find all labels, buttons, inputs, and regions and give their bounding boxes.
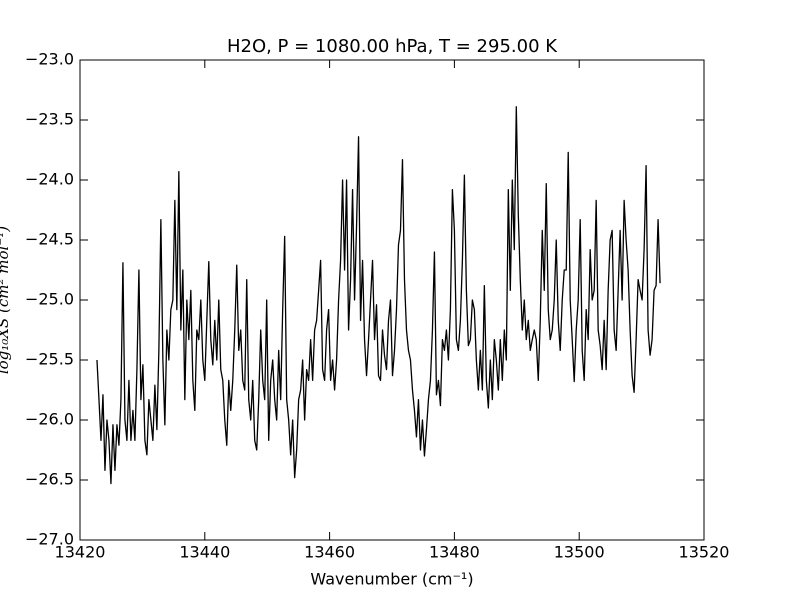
x-tick-label: 13500: [554, 543, 605, 562]
data-line: [96, 106, 661, 485]
y-tick-label: −23.0: [25, 50, 74, 69]
x-tick-label: 13520: [679, 543, 730, 562]
x-tick-label: 13460: [304, 543, 355, 562]
y-axis-label: log₁₀XS (cm² mol⁻¹): [0, 226, 12, 374]
x-tick-label: 13440: [179, 543, 230, 562]
y-tick-label: −25.0: [25, 290, 74, 309]
y-tick-label: −24.0: [25, 170, 74, 189]
y-tick-label: −27.0: [25, 530, 74, 549]
y-tick-label: −26.5: [25, 470, 74, 489]
y-tick-label: −23.5: [25, 110, 74, 129]
y-tick-label: −26.0: [25, 410, 74, 429]
plot-frame: [79, 59, 705, 541]
y-tick-label: −25.5: [25, 350, 74, 369]
y-tick-label: −24.5: [25, 230, 74, 249]
x-tick-label: 13420: [55, 543, 106, 562]
x-tick-label: 13480: [429, 543, 480, 562]
chart-title: H2O, P = 1080.00 hPa, T = 295.00 K: [227, 36, 558, 57]
x-axis-label: Wavenumber (cm⁻¹): [310, 570, 473, 589]
